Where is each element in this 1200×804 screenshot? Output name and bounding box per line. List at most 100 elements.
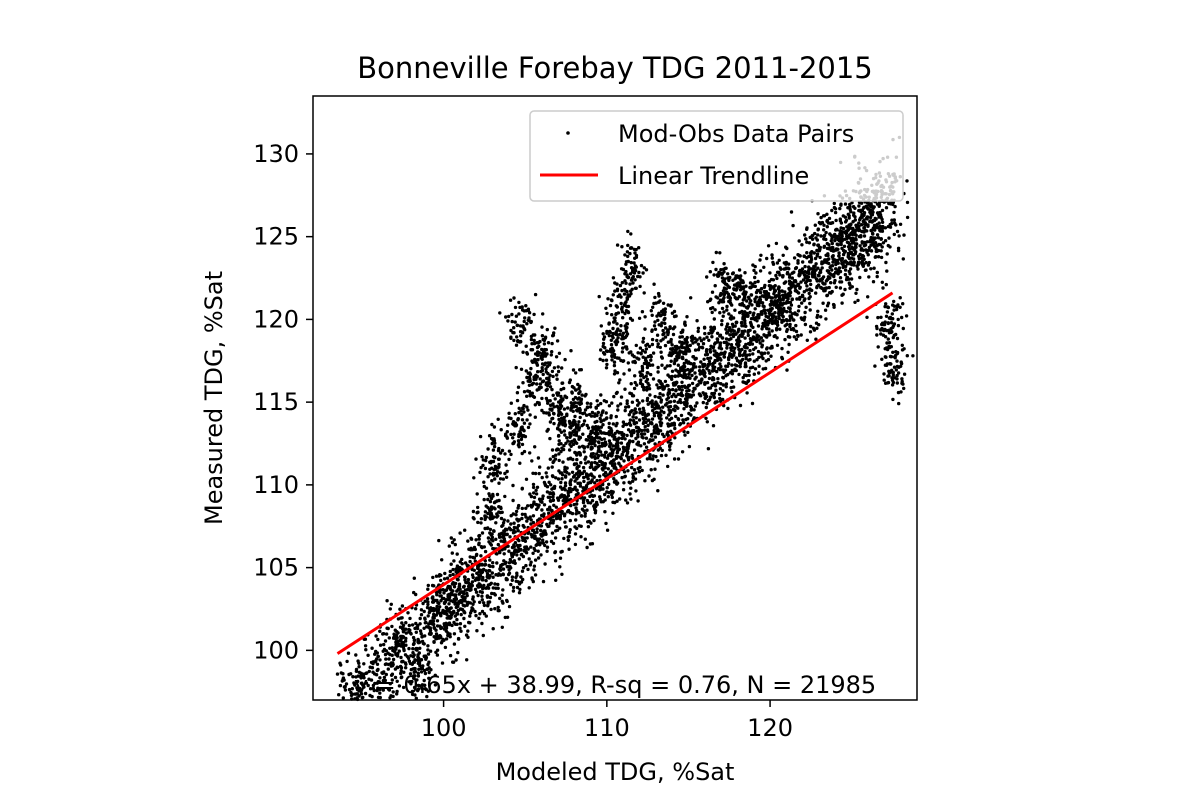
data-point bbox=[743, 336, 747, 340]
data-point bbox=[629, 289, 633, 293]
data-point bbox=[659, 417, 663, 421]
data-point bbox=[599, 348, 603, 352]
data-point bbox=[707, 331, 711, 336]
data-point bbox=[443, 645, 448, 650]
data-point bbox=[339, 663, 343, 667]
data-point bbox=[769, 308, 773, 312]
data-point bbox=[728, 298, 732, 303]
data-point bbox=[650, 399, 654, 403]
data-point bbox=[628, 439, 632, 443]
data-point bbox=[548, 399, 552, 403]
data-point bbox=[566, 538, 570, 542]
data-point bbox=[585, 498, 590, 503]
data-point bbox=[376, 654, 380, 659]
data-point bbox=[578, 408, 582, 412]
data-point bbox=[466, 629, 470, 633]
data-point bbox=[599, 413, 603, 417]
data-point bbox=[758, 269, 763, 273]
data-point bbox=[798, 295, 802, 300]
data-point bbox=[764, 359, 768, 363]
data-point bbox=[553, 550, 557, 555]
data-point bbox=[479, 517, 484, 521]
data-point bbox=[512, 432, 516, 436]
data-point bbox=[507, 526, 512, 530]
data-point bbox=[626, 243, 630, 248]
data-point bbox=[689, 413, 693, 417]
data-point bbox=[455, 622, 459, 626]
data-point bbox=[788, 310, 792, 314]
data-point bbox=[465, 658, 469, 662]
data-point bbox=[588, 501, 593, 505]
data-point bbox=[422, 609, 426, 614]
data-point bbox=[517, 300, 521, 305]
data-point bbox=[516, 339, 520, 343]
data-point bbox=[789, 210, 794, 214]
data-point bbox=[653, 327, 658, 331]
data-point bbox=[437, 590, 441, 594]
data-point bbox=[642, 442, 647, 446]
data-point bbox=[741, 280, 745, 284]
data-point bbox=[684, 397, 688, 402]
data-point bbox=[531, 520, 536, 525]
data-point bbox=[594, 466, 598, 470]
data-point bbox=[708, 395, 713, 399]
data-point bbox=[611, 500, 615, 504]
data-point bbox=[567, 380, 572, 385]
data-point bbox=[584, 438, 588, 442]
data-point bbox=[484, 614, 488, 618]
data-point bbox=[412, 638, 416, 643]
data-point bbox=[423, 671, 428, 676]
data-point bbox=[485, 572, 490, 576]
data-point bbox=[601, 351, 606, 355]
data-point bbox=[815, 326, 819, 330]
data-point bbox=[607, 404, 612, 408]
data-point bbox=[673, 404, 677, 408]
data-point bbox=[434, 607, 438, 612]
data-point bbox=[425, 625, 429, 629]
data-point bbox=[862, 211, 867, 215]
data-point bbox=[553, 326, 557, 330]
data-point bbox=[557, 351, 562, 355]
data-point bbox=[385, 626, 389, 630]
data-point bbox=[556, 369, 561, 374]
data-point bbox=[581, 486, 585, 490]
data-point bbox=[625, 454, 629, 458]
data-point bbox=[823, 288, 827, 293]
data-point bbox=[527, 557, 531, 561]
data-point bbox=[642, 428, 647, 432]
data-point bbox=[511, 585, 516, 590]
data-point bbox=[815, 248, 819, 253]
data-point bbox=[715, 340, 720, 344]
data-point bbox=[478, 584, 482, 589]
data-point bbox=[620, 350, 625, 354]
data-point bbox=[544, 388, 548, 392]
data-point bbox=[431, 595, 435, 599]
data-point bbox=[511, 545, 516, 549]
data-point bbox=[698, 365, 702, 369]
data-point bbox=[871, 226, 876, 230]
data-point bbox=[567, 448, 572, 452]
data-point bbox=[676, 457, 681, 461]
data-point bbox=[673, 408, 677, 413]
data-point bbox=[562, 536, 566, 541]
data-point bbox=[799, 316, 803, 320]
data-point bbox=[646, 402, 650, 406]
data-point bbox=[853, 215, 857, 219]
data-point bbox=[431, 575, 435, 580]
data-point bbox=[686, 375, 690, 379]
data-point bbox=[552, 459, 556, 463]
data-point bbox=[718, 362, 722, 366]
data-point bbox=[557, 439, 561, 443]
data-point bbox=[718, 356, 722, 361]
data-point bbox=[741, 332, 745, 336]
data-point bbox=[668, 364, 672, 368]
data-point bbox=[545, 490, 550, 494]
data-point bbox=[760, 345, 764, 349]
data-point bbox=[674, 389, 678, 393]
data-point bbox=[452, 585, 457, 589]
data-point bbox=[593, 420, 597, 424]
data-point bbox=[672, 392, 676, 396]
data-point bbox=[530, 459, 534, 463]
data-point bbox=[727, 338, 731, 342]
data-point bbox=[610, 354, 614, 358]
